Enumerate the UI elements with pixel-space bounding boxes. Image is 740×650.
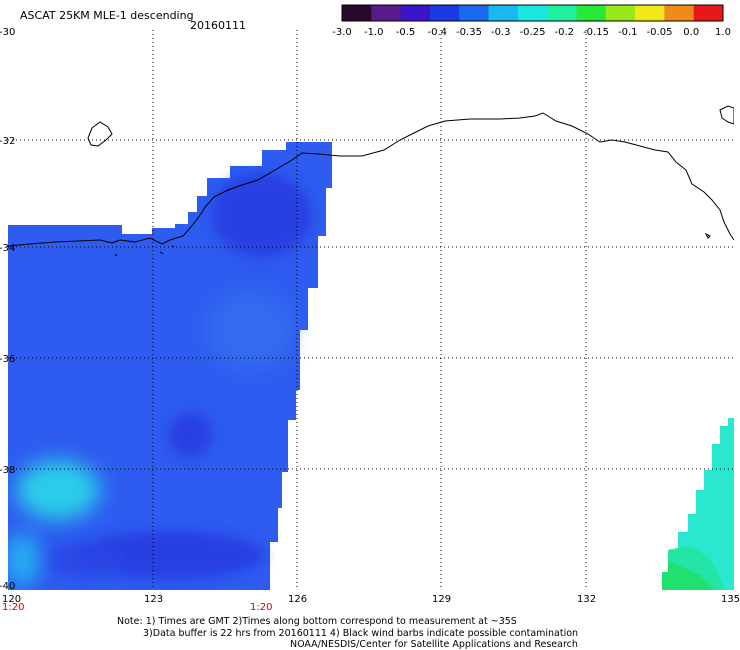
colorbar-label: -0.05	[647, 27, 673, 38]
lat-label: -40	[0, 581, 15, 592]
colorbar-label: -0.4	[427, 27, 447, 38]
colorbar-labels: -3.0 -1.0 -0.5 -0.4 -0.35 -0.3 -0.25 -0.2 -0.15-…	[332, 27, 731, 38]
time-label: 1:20	[2, 602, 24, 613]
swath-light-mid	[205, 290, 295, 370]
colorbar-swatch	[635, 5, 665, 21]
colorbar-label: -0.5	[396, 27, 416, 38]
note-line-1: Note: 1) Times are GMT 2)Times along bot…	[117, 616, 517, 627]
swath-dark-south	[75, 531, 265, 579]
product-title: ASCAT 25KM MLE-1 descending	[20, 9, 194, 22]
colorbar-label: -0.3	[491, 27, 511, 38]
island-west	[87, 121, 113, 147]
lon-label: 132	[577, 594, 596, 605]
swath-dark-sw	[45, 542, 125, 578]
colorbar-label: -0.2	[554, 27, 574, 38]
island-east	[719, 105, 734, 125]
island-small	[704, 232, 711, 239]
colorbar-swatch	[459, 5, 490, 21]
colorbar-swatch	[342, 5, 372, 21]
lat-labels: -30 -32 -34 -36 -38 -40	[0, 27, 15, 592]
graticule	[8, 30, 734, 590]
colorbar-label: -0.15	[583, 27, 609, 38]
colorbar-label: -0.35	[456, 27, 482, 38]
lat-label: -30	[0, 27, 15, 38]
swath-cyan-edge	[8, 532, 40, 588]
map-area	[8, 30, 734, 590]
colorbar-label: -0.1	[618, 27, 638, 38]
note-line-2: 3)Data buffer is 22 hrs from 20160111 4)…	[143, 628, 578, 639]
swath-east-fill	[662, 418, 734, 590]
time-labels: 1:20 1:20	[2, 602, 272, 613]
colorbar-frame	[341, 4, 724, 22]
swath-dark-core	[168, 413, 212, 457]
colorbar-label: 1.0	[715, 27, 731, 38]
swath-east-greenish	[668, 545, 725, 590]
lon-label: 126	[288, 594, 307, 605]
lat-label: -36	[0, 354, 15, 365]
colorbar-swatch	[517, 5, 548, 21]
colorbar-label: 0.0	[683, 27, 699, 38]
colorbar-swatch	[664, 5, 695, 21]
swath-east-green	[662, 560, 715, 590]
west-swath	[8, 142, 332, 590]
lon-label: 120	[2, 594, 21, 605]
note-line-3: NOAA/NESDIS/Center for Satellite Applica…	[290, 639, 578, 650]
lon-labels: 120 123 126 129 132 135	[2, 594, 740, 605]
lon-label: 135	[721, 594, 740, 605]
colorbar-swatch	[429, 5, 460, 21]
colorbar-swatch	[488, 5, 519, 21]
lat-label: -34	[0, 243, 15, 254]
colorbar-swatch	[605, 5, 636, 21]
lat-label: -32	[0, 136, 15, 147]
lon-label: 129	[432, 594, 451, 605]
colorbar-swatch	[371, 5, 402, 21]
colorbar: -3.0 -1.0 -0.5 -0.4 -0.35 -0.3 -0.25 -0.2 -0.15-…	[332, 4, 731, 38]
product-date: 20160111	[190, 19, 246, 32]
notes: Note: 1) Times are GMT 2)Times along bot…	[117, 616, 578, 650]
colorbar-label: -1.0	[364, 27, 384, 38]
swath-cyan-patch	[16, 460, 100, 520]
colorbar-swatch	[576, 5, 607, 21]
colorbar-label: -0.25	[520, 27, 546, 38]
colorbar-swatches	[342, 5, 724, 21]
colorbar-label: -3.0	[332, 27, 352, 38]
lon-label: 123	[144, 594, 163, 605]
lat-label: -38	[0, 465, 15, 476]
colorbar-swatch	[693, 5, 724, 21]
time-label: 1:20	[250, 602, 272, 613]
colorbar-swatch	[400, 5, 431, 21]
colorbar-swatch	[547, 5, 577, 21]
swath-dark-north	[212, 173, 312, 257]
east-swath	[662, 418, 734, 590]
